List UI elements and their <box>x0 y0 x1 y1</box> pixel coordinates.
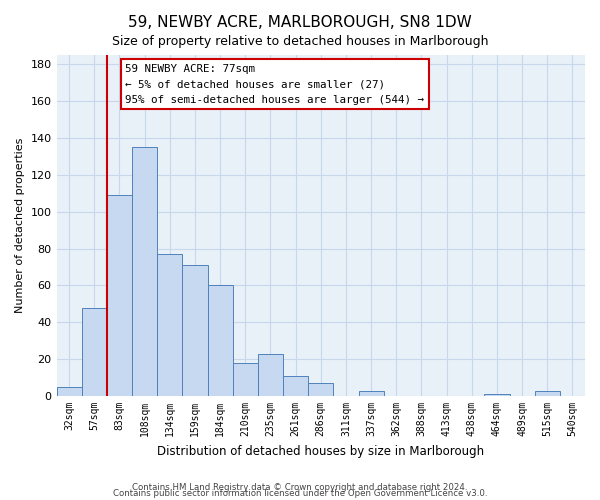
Bar <box>56 387 82 396</box>
X-axis label: Distribution of detached houses by size in Marlborough: Distribution of detached houses by size … <box>157 444 484 458</box>
Bar <box>107 195 132 396</box>
Bar <box>82 308 107 396</box>
Bar <box>157 254 182 396</box>
Bar <box>535 390 560 396</box>
Bar <box>182 265 208 396</box>
Text: Contains public sector information licensed under the Open Government Licence v3: Contains public sector information licen… <box>113 490 487 498</box>
Text: Size of property relative to detached houses in Marlborough: Size of property relative to detached ho… <box>112 35 488 48</box>
Bar <box>208 286 233 396</box>
Bar <box>283 376 308 396</box>
Text: 59, NEWBY ACRE, MARLBOROUGH, SN8 1DW: 59, NEWBY ACRE, MARLBOROUGH, SN8 1DW <box>128 15 472 30</box>
Bar <box>233 363 258 396</box>
Bar <box>484 394 509 396</box>
Bar <box>132 147 157 396</box>
Bar <box>308 383 334 396</box>
Y-axis label: Number of detached properties: Number of detached properties <box>15 138 25 313</box>
Text: Contains HM Land Registry data © Crown copyright and database right 2024.: Contains HM Land Registry data © Crown c… <box>132 484 468 492</box>
Bar <box>359 390 383 396</box>
Text: 59 NEWBY ACRE: 77sqm
← 5% of detached houses are smaller (27)
95% of semi-detach: 59 NEWBY ACRE: 77sqm ← 5% of detached ho… <box>125 64 424 104</box>
Bar <box>258 354 283 396</box>
